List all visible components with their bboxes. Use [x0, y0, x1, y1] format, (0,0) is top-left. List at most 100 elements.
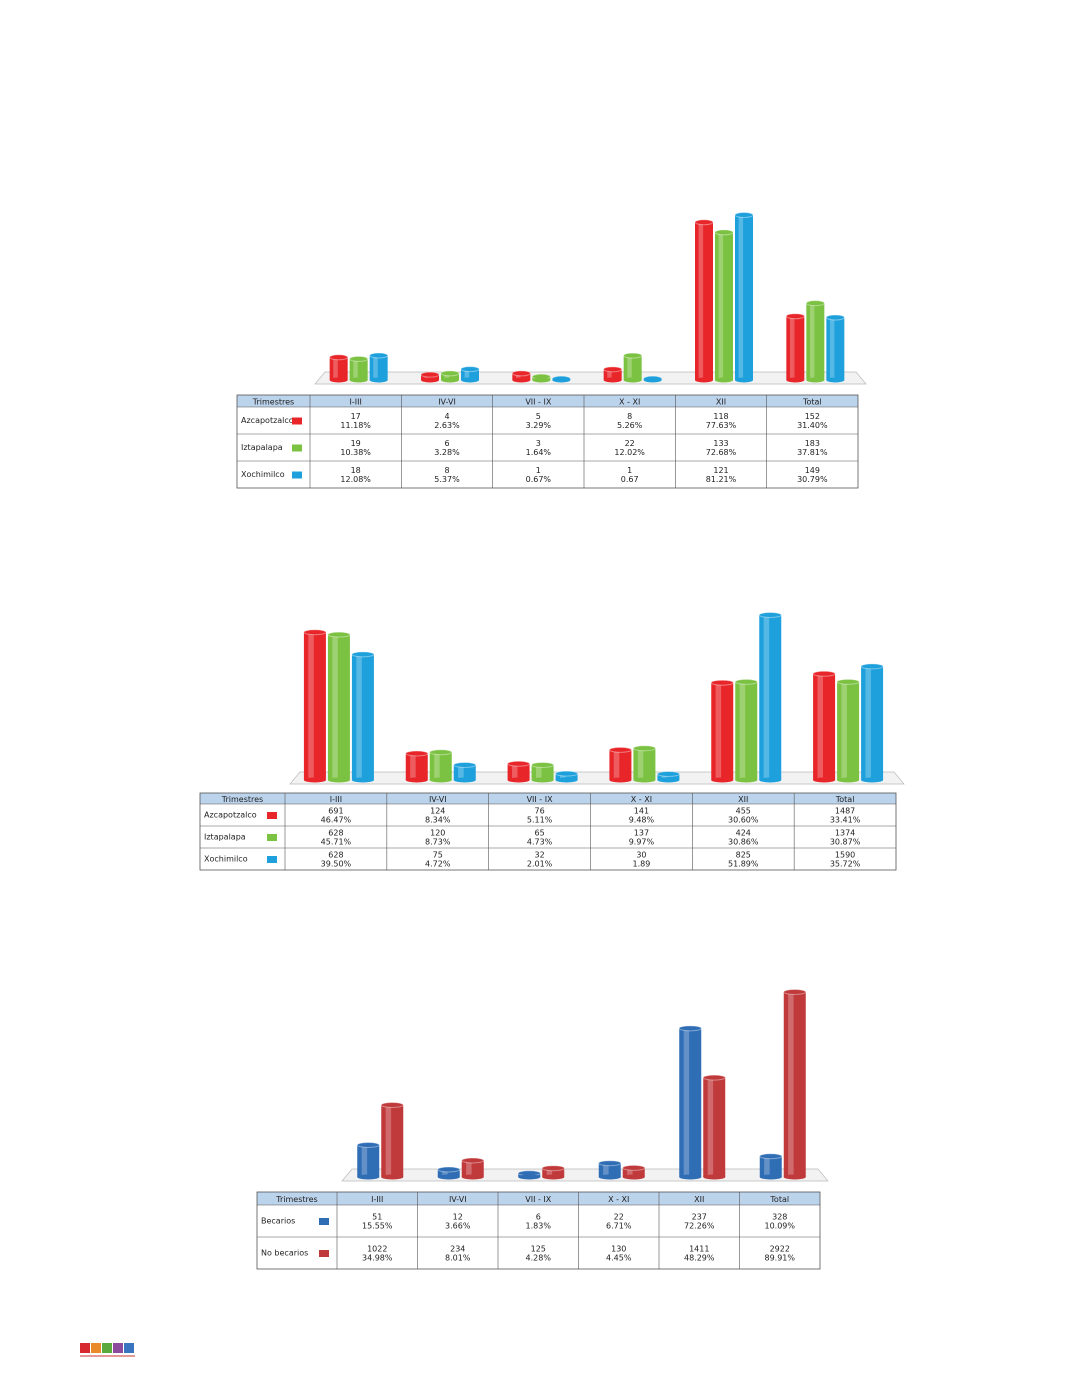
bar-shine	[738, 215, 744, 380]
bar-shine	[361, 1145, 368, 1177]
bar-bottom	[441, 377, 459, 383]
percent: 33.41%	[830, 816, 861, 825]
bar-bottom	[806, 377, 825, 383]
floor	[314, 371, 867, 385]
bar	[381, 1105, 404, 1177]
percent: 3.28%	[434, 448, 460, 457]
count: 1411	[689, 1245, 709, 1254]
table-header: Trimestres	[275, 1195, 317, 1204]
bar-bottom	[518, 1174, 541, 1180]
category-label: XII	[738, 795, 748, 804]
bar	[357, 1145, 380, 1177]
count: 133	[713, 439, 728, 448]
count: 424	[736, 829, 751, 838]
count: 3	[536, 439, 541, 448]
bar-shine	[607, 369, 612, 380]
bar-bottom	[623, 377, 642, 383]
bar-cap	[714, 229, 734, 236]
square	[102, 1343, 112, 1353]
bar-shine	[637, 748, 644, 780]
bar-cap	[758, 612, 782, 618]
bar-bottom	[329, 377, 348, 383]
bar-cap	[678, 1025, 702, 1032]
bar-cap	[531, 761, 555, 768]
bar	[453, 764, 476, 780]
percent: 35.72%	[830, 860, 861, 869]
bar-cap	[349, 355, 369, 362]
bar-cap	[405, 750, 429, 757]
count: 125	[531, 1245, 546, 1254]
bar-shine	[764, 1156, 770, 1177]
bar-shine	[627, 355, 632, 380]
count: 121	[713, 466, 728, 475]
count: 328	[772, 1213, 787, 1222]
percent: 5.26%	[617, 421, 643, 430]
count: 1374	[835, 829, 855, 838]
legend-swatch	[319, 1250, 329, 1257]
table-header: Trimestres	[252, 398, 294, 407]
count: 2922	[770, 1245, 790, 1254]
bar-cap	[453, 761, 477, 768]
bar-cap	[329, 354, 349, 361]
percent: 10.38%	[340, 448, 371, 457]
count: 51	[372, 1213, 382, 1222]
count: 1590	[835, 851, 855, 860]
bar	[603, 369, 622, 380]
percent: 51.89%	[728, 860, 759, 869]
percent: 2.01%	[527, 860, 553, 869]
bar-cap	[603, 366, 623, 373]
bar-cap	[836, 678, 860, 685]
percent: 8.73%	[425, 838, 451, 847]
bar-bottom	[695, 377, 713, 383]
percent: 10.09%	[764, 1222, 795, 1231]
bar-bottom	[531, 777, 554, 783]
percent: 15.55%	[362, 1222, 393, 1231]
bar-cap	[369, 352, 389, 359]
count: 183	[805, 439, 820, 448]
bar-cap	[623, 352, 643, 359]
bar-cap	[694, 219, 714, 226]
category-label: Total	[835, 795, 855, 804]
count: 12	[453, 1213, 463, 1222]
percent: 31.40%	[797, 421, 828, 430]
bar-shine	[661, 773, 668, 780]
bar-cap	[303, 629, 327, 636]
bar	[531, 764, 554, 780]
bar-cap	[734, 678, 758, 685]
bar	[609, 749, 632, 780]
bar	[461, 1160, 484, 1177]
bar	[512, 373, 531, 380]
count: 6	[444, 439, 449, 448]
bar-cap	[437, 1166, 461, 1173]
bar-shine	[511, 763, 518, 780]
bar-bottom	[633, 777, 656, 783]
count: 628	[328, 829, 343, 838]
bar	[735, 681, 758, 780]
percent: 30.87%	[830, 838, 861, 847]
bar-cap	[632, 745, 656, 752]
bar	[303, 632, 326, 780]
bar-shine	[817, 673, 823, 780]
bar-bottom	[405, 777, 428, 783]
count: 17	[351, 412, 361, 421]
bar-bottom	[349, 377, 368, 383]
percent: 12.08%	[340, 475, 371, 484]
category-label: IV-VI	[438, 398, 456, 407]
bar-bottom	[711, 777, 734, 783]
bar-bottom	[542, 1174, 565, 1180]
bar-cap	[380, 1102, 404, 1109]
bar	[507, 763, 530, 780]
count: 22	[614, 1213, 624, 1222]
bar-bottom	[532, 377, 551, 383]
footer-squares	[80, 1343, 135, 1357]
percent: 5.37%	[434, 475, 460, 484]
category-label: XII	[694, 1195, 704, 1204]
bar-bottom	[826, 377, 845, 383]
bar-shine	[410, 753, 416, 780]
bar-shine	[458, 764, 464, 780]
bar-shine	[464, 369, 470, 380]
category-label: IV-VI	[429, 795, 447, 804]
series-name: No becarios	[261, 1249, 308, 1258]
bar-cap	[805, 300, 825, 307]
percent: 1.89	[633, 860, 651, 869]
